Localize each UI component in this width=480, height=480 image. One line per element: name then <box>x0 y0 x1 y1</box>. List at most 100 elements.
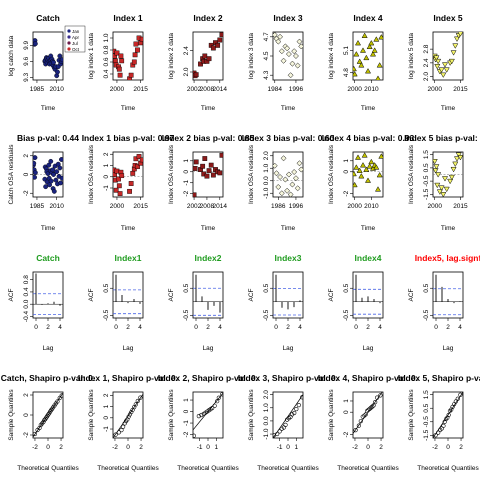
plot-area <box>353 152 383 192</box>
qq-reference-line <box>353 392 383 434</box>
plot-area <box>433 274 463 316</box>
data-point <box>447 178 454 185</box>
data-point <box>275 431 280 437</box>
data-point <box>453 36 461 42</box>
data-point <box>113 58 118 64</box>
x-axis-label: Lag <box>443 345 454 352</box>
data-point <box>278 190 285 197</box>
data-point <box>433 433 438 438</box>
panel-title: Index 3 bias p-val: 0.60 <box>242 133 335 143</box>
data-point <box>441 423 446 428</box>
y-tick-label: 4.7 <box>263 32 270 41</box>
data-point <box>132 52 138 58</box>
data-point <box>275 184 282 190</box>
panel-title: Index 2, Shapiro p-val: 0. <box>158 373 258 383</box>
panel-title: Index 4, Shapiro p-val: 0. <box>318 373 418 383</box>
x-tick-label: 4 <box>138 324 142 331</box>
data-point <box>117 191 123 197</box>
data-point <box>289 60 296 67</box>
data-point <box>33 170 38 176</box>
data-point <box>208 162 214 168</box>
x-tick-label: -2 <box>352 444 358 451</box>
data-point <box>296 403 301 408</box>
data-point <box>296 160 303 167</box>
y-axis-label: Sample Quantiles <box>328 389 335 441</box>
data-point <box>219 152 223 158</box>
data-point <box>113 187 119 193</box>
x-tick-label: 0 <box>126 444 130 451</box>
data-point <box>356 58 363 64</box>
data-point <box>361 32 368 38</box>
plot-frame <box>272 271 304 319</box>
y-axis-label: Sample Quantiles <box>8 389 15 441</box>
data-point <box>33 155 38 161</box>
x-axis-label: Time <box>441 225 456 232</box>
y-axis-label: log index 4 data <box>328 33 335 79</box>
y-axis-label: Sample Quantiles <box>408 389 415 441</box>
x-axis-label: Time <box>201 225 216 232</box>
data-point <box>358 419 363 424</box>
x-tick-label: 0 <box>434 324 438 331</box>
plot-area <box>33 155 63 194</box>
x-axis-label: Lag <box>363 345 374 352</box>
data-point <box>49 407 54 413</box>
panel-title: Index 2 <box>193 13 223 23</box>
y-tick-label: 2 <box>23 393 30 397</box>
panel-title: Index 3 <box>273 13 303 23</box>
data-point <box>275 38 282 45</box>
data-point <box>33 41 38 47</box>
panel-title: Index 5 bias p-val: 0.9 <box>404 133 480 143</box>
y-tick-label: 0.0 <box>263 176 270 185</box>
y-tick-label: 1 <box>343 399 350 403</box>
plot-frame <box>352 271 384 319</box>
plot-area <box>193 274 223 316</box>
data-point <box>364 68 372 74</box>
plot-area <box>433 32 463 78</box>
y-tick-label: -0.5 <box>423 309 430 321</box>
panel-r4-c1: Index 1, Shapiro p-val: 0. -1 0 1 2 -2 0 2 Theor… <box>78 373 178 472</box>
data-point <box>280 57 287 64</box>
data-point <box>453 156 461 162</box>
data-point <box>202 53 208 59</box>
x-tick-label: 2014 <box>213 203 228 210</box>
x-tick-label: 2 <box>366 324 370 331</box>
panel-title: Index 5 <box>433 13 463 23</box>
plot-area <box>113 274 143 315</box>
data-point <box>59 157 63 162</box>
panel-title: Index4 <box>355 253 382 263</box>
y-tick-label: 0 <box>183 170 190 174</box>
data-point <box>135 47 140 53</box>
data-point <box>363 166 370 172</box>
y-tick-label: 0 <box>183 409 190 413</box>
data-point <box>358 173 365 179</box>
x-tick-label: 2010 <box>49 203 64 210</box>
data-point <box>362 413 367 418</box>
data-point <box>435 58 442 65</box>
x-tick-label: 2015 <box>133 203 148 210</box>
x-tick-label: 0 <box>46 444 50 451</box>
data-point <box>433 159 438 165</box>
data-point <box>48 178 54 184</box>
plot-area <box>33 273 63 316</box>
data-point <box>33 174 37 180</box>
plot-area <box>273 274 303 316</box>
legend-label: Apr <box>72 35 80 40</box>
data-point <box>457 155 463 161</box>
data-point <box>450 166 457 173</box>
data-point <box>217 170 223 176</box>
panel-r3-c0: Catch -0.4 0.0 0.4 0.8 0 2 4 Lag ACF <box>8 253 64 352</box>
y-tick-label: -1.5 <box>423 429 430 441</box>
data-point <box>443 416 449 422</box>
y-tick-label: 2.0 <box>263 390 270 399</box>
plot-area <box>113 394 143 438</box>
y-tick-label: 1.0 <box>263 403 270 412</box>
data-point <box>210 172 216 178</box>
data-point <box>206 56 212 62</box>
x-tick-label: 2010 <box>364 203 379 210</box>
data-point <box>436 430 441 435</box>
x-axis-label: Lag <box>203 345 214 352</box>
plot-area <box>33 38 63 79</box>
data-point <box>57 165 63 171</box>
plot-area <box>353 32 383 80</box>
plot-frame <box>192 271 224 319</box>
